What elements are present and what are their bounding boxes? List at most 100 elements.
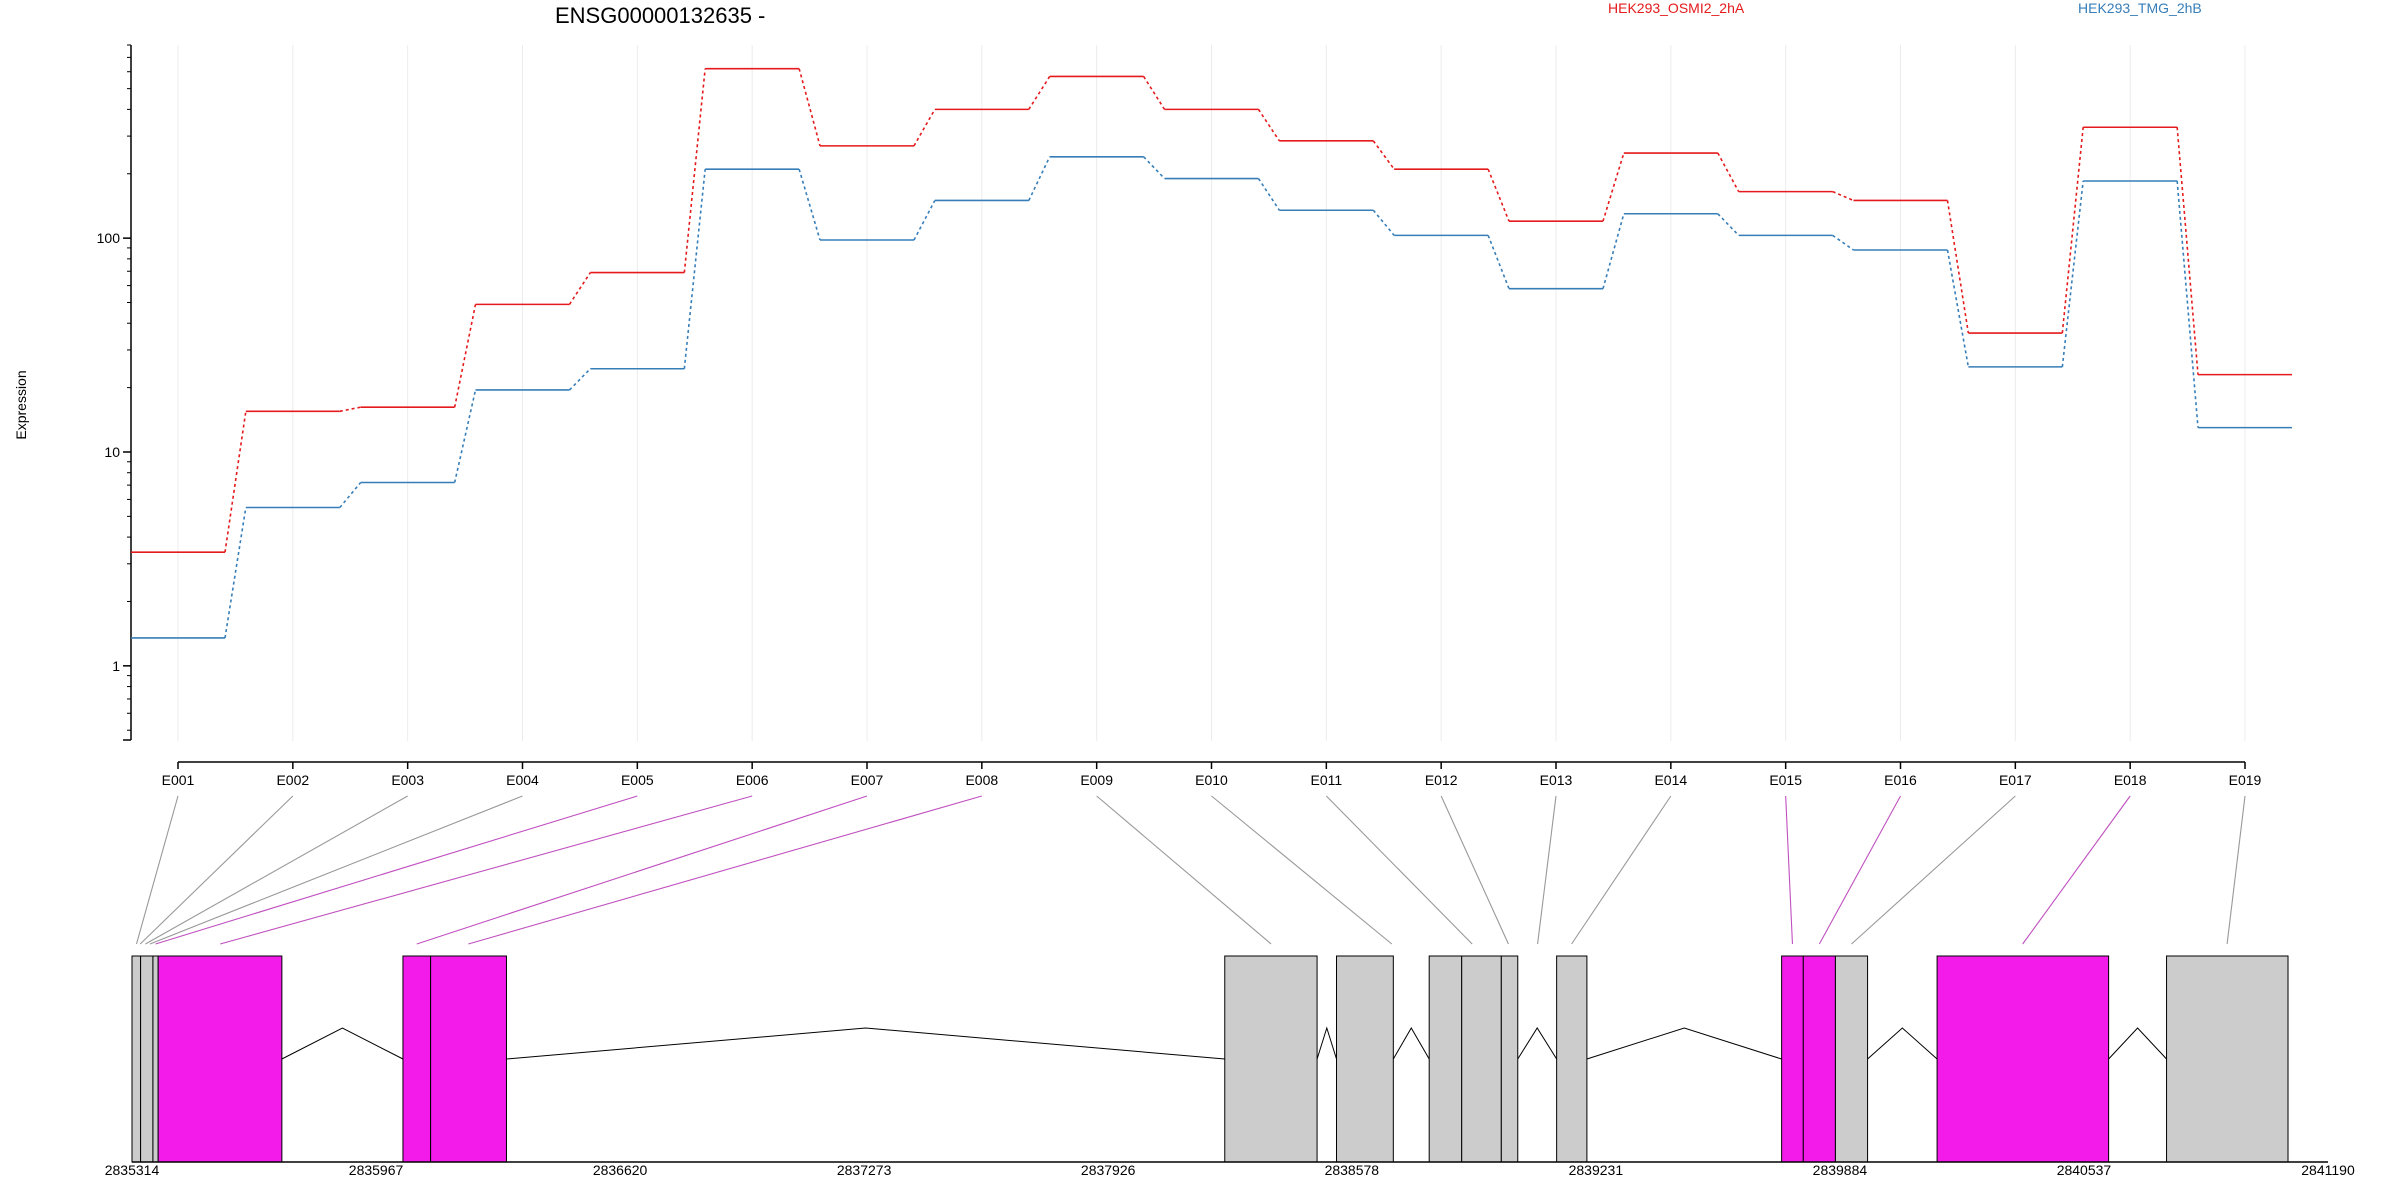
exon-block bbox=[140, 955, 154, 1163]
series-connector bbox=[2061, 180, 2084, 367]
link-e013 bbox=[1537, 795, 1557, 945]
link-e001 bbox=[135, 795, 179, 945]
link-e009 bbox=[1096, 795, 1272, 945]
exon-tick-label-e011: E011 bbox=[1310, 772, 1342, 788]
genomic-axis: 2835314 2835967 2836620 2837273 2837926 28385… bbox=[105, 1161, 2355, 1178]
genomic-tick-label-2836620: 2836620 bbox=[593, 1162, 648, 1178]
series-connector bbox=[453, 304, 477, 408]
series-connector bbox=[683, 68, 706, 273]
series-connector bbox=[798, 168, 821, 241]
series-connector bbox=[1946, 200, 1970, 334]
link-e011 bbox=[1325, 795, 1473, 945]
link-e016 bbox=[1818, 795, 1901, 945]
genomic-tick-label-2838578: 2838578 bbox=[1325, 1162, 1380, 1178]
genomic-tick-label-2837926: 2837926 bbox=[1081, 1162, 1136, 1178]
intron-line bbox=[1586, 1027, 1782, 1060]
gene-model bbox=[131, 955, 2289, 1163]
series-connector bbox=[339, 481, 362, 509]
exon-block bbox=[1936, 955, 2110, 1163]
series-connector bbox=[1832, 234, 1854, 251]
genomic-tick-label-2837273: 2837273 bbox=[837, 1162, 892, 1178]
link-e019 bbox=[2226, 795, 2246, 945]
series-connector bbox=[1372, 209, 1395, 236]
link-e014 bbox=[1571, 795, 1672, 945]
exon-tick-label-e009: E009 bbox=[1080, 772, 1113, 788]
link-e005 bbox=[155, 795, 638, 945]
exon-block bbox=[1834, 955, 1869, 1163]
intron-line bbox=[1517, 1027, 1558, 1060]
exon-tick-label-e010: E010 bbox=[1195, 772, 1228, 788]
exon-axis: E001 E002 E003 E004 E005 E006 E007 E008 E009 E010… bbox=[162, 761, 2262, 788]
intron-line bbox=[1867, 1027, 1938, 1060]
exon-tick-label-e016: E016 bbox=[1884, 772, 1917, 788]
exon-block bbox=[430, 955, 507, 1163]
legend-label-osmi: HEK293_OSMI2_2hA bbox=[1608, 0, 1745, 16]
series-lines bbox=[131, 67, 2292, 639]
exon-tick-label-e015: E015 bbox=[1769, 772, 1802, 788]
genomic-tick-label-2841190: 2841190 bbox=[2301, 1162, 2355, 1178]
series-connector bbox=[1372, 140, 1395, 170]
y-tick-label-100: 100 bbox=[97, 230, 121, 246]
intron-line bbox=[2108, 1027, 2167, 1060]
series-connector bbox=[2176, 127, 2199, 375]
series-connector bbox=[1257, 178, 1281, 211]
exon-block bbox=[131, 955, 142, 1163]
exon-block bbox=[1224, 955, 1318, 1163]
link-e015 bbox=[1785, 795, 1794, 945]
exon-tick-label-e007: E007 bbox=[851, 772, 884, 788]
link-e003 bbox=[145, 795, 408, 945]
exon-block bbox=[157, 955, 283, 1163]
series-connector bbox=[1487, 235, 1510, 290]
link-e012 bbox=[1440, 795, 1509, 945]
intron-line bbox=[281, 1027, 404, 1060]
exon-tick-label-e012: E012 bbox=[1425, 772, 1458, 788]
series-connector bbox=[1832, 190, 1854, 202]
series-connector bbox=[2176, 180, 2199, 428]
link-e007 bbox=[416, 795, 868, 945]
series-connector bbox=[1602, 213, 1625, 289]
exon-block bbox=[1556, 955, 1588, 1163]
exon-block bbox=[1428, 955, 1463, 1163]
intron-line bbox=[1392, 1027, 1430, 1060]
exon-tick-label-e003: E003 bbox=[391, 772, 424, 788]
exon-tick-label-e018: E018 bbox=[2114, 772, 2147, 788]
link-e004 bbox=[149, 795, 523, 945]
exon-tick-label-e006: E006 bbox=[736, 772, 769, 788]
exon-tick-label-e013: E013 bbox=[1540, 772, 1573, 788]
series-connector bbox=[1717, 213, 1740, 236]
y-tick-label-10: 10 bbox=[104, 444, 120, 460]
series-connector bbox=[1602, 152, 1625, 222]
y-axis-label: Expression bbox=[13, 370, 29, 439]
series-hek293-osmi2-2ha bbox=[131, 67, 2292, 553]
exon-block bbox=[1461, 955, 1502, 1163]
link-e010 bbox=[1211, 795, 1393, 945]
exon-tick-label-e004: E004 bbox=[506, 772, 539, 788]
series-connector bbox=[2061, 127, 2084, 334]
genomic-tick-label-2839884: 2839884 bbox=[1813, 1162, 1868, 1178]
series-connector bbox=[1143, 156, 1166, 180]
series-connector bbox=[1946, 249, 1970, 368]
link-e006 bbox=[220, 795, 753, 945]
genomic-tick-label-2835967: 2835967 bbox=[349, 1162, 404, 1178]
series-hek293-tmg-2hb bbox=[131, 156, 2292, 639]
series-connector bbox=[913, 108, 936, 147]
y-tick-label-1: 1 bbox=[112, 658, 120, 674]
series-connector bbox=[913, 200, 936, 241]
exon-block bbox=[152, 955, 159, 1163]
series-connector bbox=[339, 406, 361, 413]
genomic-tick-label-2839231: 2839231 bbox=[1569, 1162, 1624, 1178]
exon-link-lines bbox=[135, 795, 2246, 945]
series-connector bbox=[1487, 168, 1510, 222]
series-connector bbox=[1717, 152, 1740, 192]
exon-block bbox=[1802, 955, 1836, 1163]
series-connector bbox=[568, 272, 592, 305]
series-connector bbox=[453, 389, 477, 483]
exon-tick-label-e017: E017 bbox=[1999, 772, 2032, 788]
exon-gridlines bbox=[177, 45, 2246, 741]
legend-label-tmg: HEK293_TMG_2hB bbox=[2078, 0, 2202, 16]
series-connector bbox=[798, 68, 821, 147]
exon-tick-label-e005: E005 bbox=[621, 772, 654, 788]
genomic-tick-label-2835314: 2835314 bbox=[105, 1162, 160, 1178]
series-connector bbox=[568, 368, 591, 391]
